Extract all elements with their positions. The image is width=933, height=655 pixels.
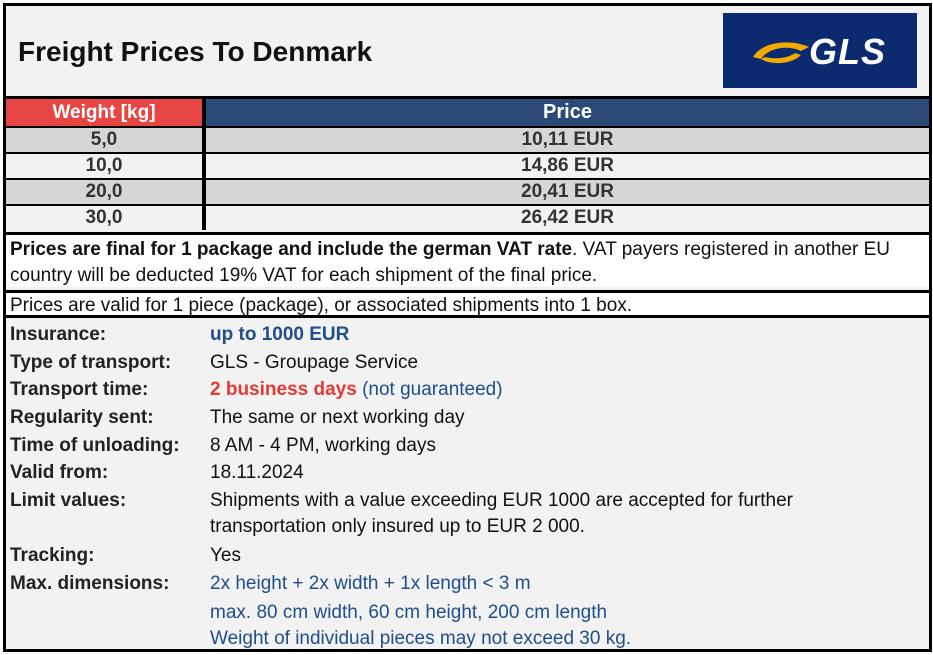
- price-cell: 10,11 EUR: [521, 129, 614, 150]
- price-sheet: Freight Prices To Denmark GLS Weight [kg…: [3, 3, 932, 652]
- table-row: 30,0 26,42 EUR: [6, 204, 929, 230]
- table-row: 5,0 10,11 EUR: [6, 126, 929, 152]
- cell-separator: [202, 206, 206, 230]
- transport-time-note: (not guaranteed): [362, 379, 503, 400]
- weight-cell: 10,0: [85, 155, 123, 176]
- tracking-label: Tracking:: [10, 545, 95, 566]
- valid-from-label: Valid from:: [10, 462, 109, 483]
- price-cell: 26,42 EUR: [521, 207, 614, 228]
- unloading-label: Time of unloading:: [10, 435, 180, 456]
- valid-from-value: 18.11.2024: [210, 462, 304, 483]
- price-cell: 14,86 EUR: [521, 155, 614, 176]
- header: Freight Prices To Denmark GLS: [6, 6, 929, 99]
- dimensions-value-line-2: max. 80 cm width, 60 cm height, 200 cm l…: [210, 602, 608, 623]
- tracking-value: Yes: [210, 545, 241, 566]
- weight-cell: 5,0: [90, 129, 118, 150]
- vat-note-rest: . VAT payers registered in another EU co…: [10, 239, 890, 286]
- weight-column-header: Weight [kg]: [6, 99, 202, 126]
- logo-text: GLS: [809, 31, 887, 72]
- insurance-label: Insurance:: [10, 324, 107, 345]
- page-title: Freight Prices To Denmark: [18, 36, 373, 67]
- vat-note-bold: Prices are final for 1 package and inclu…: [10, 239, 573, 260]
- dimensions-value-line-1: 2x height + 2x width + 1x length < 3 m: [210, 573, 531, 594]
- table-row: 10,0 14,86 EUR: [6, 152, 929, 178]
- validity-note: Prices are valid for 1 piece (package), …: [6, 290, 929, 318]
- price-cell: 20,41 EUR: [521, 181, 614, 202]
- unloading-value: 8 AM - 4 PM, working days: [210, 435, 436, 456]
- limit-value-line-2: transportation only insured up to EUR 2 …: [210, 516, 585, 537]
- transport-type-label: Type of transport:: [10, 352, 172, 373]
- weight-cell: 20,0: [85, 181, 123, 202]
- header-separator: [202, 99, 206, 126]
- regularity-value: The same or next working day: [210, 407, 465, 428]
- dimensions-label: Max. dimensions:: [10, 573, 170, 594]
- transport-time-days: 2 business days: [210, 379, 357, 400]
- table-row: 20,0 20,41 EUR: [6, 178, 929, 204]
- cell-separator: [202, 180, 206, 204]
- transport-type-value: GLS - Groupage Service: [210, 352, 419, 373]
- limit-value-line-1: Shipments with a value exceeding EUR 100…: [210, 490, 793, 511]
- price-column-header: Price: [206, 99, 929, 126]
- limit-label: Limit values:: [10, 490, 127, 511]
- gls-logo: GLS: [723, 13, 917, 88]
- insurance-value: up to 1000 EUR: [210, 324, 350, 345]
- regularity-label: Regularity sent:: [10, 407, 154, 428]
- vat-note: Prices are final for 1 package and inclu…: [6, 232, 929, 287]
- transport-time-value: 2 business days (not guaranteed): [210, 377, 925, 403]
- dimensions-value-line-3: Weight of individual pieces may not exce…: [210, 628, 632, 649]
- swoosh-icon: [753, 42, 809, 64]
- transport-time-label: Transport time:: [10, 379, 149, 400]
- cell-separator: [202, 154, 206, 178]
- cell-separator: [202, 128, 206, 152]
- weight-cell: 30,0: [85, 207, 123, 228]
